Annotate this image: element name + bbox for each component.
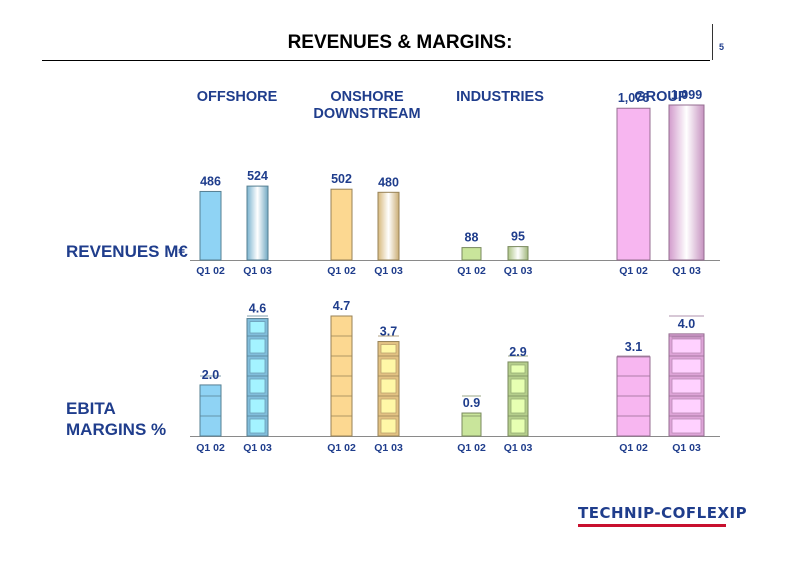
revenue-data-label-industries-q1-02: 88 xyxy=(465,231,479,245)
ebita-row-label-line1: EBITA xyxy=(66,399,116,418)
ebita-tick-label-industries-q1-02: Q1 02 xyxy=(457,442,486,454)
ebita-data-label-industries-q1-03: 2.9 xyxy=(509,345,526,359)
ebita-bar-segment xyxy=(510,398,526,414)
group-title-group: GROUP xyxy=(634,89,688,105)
ebita-bar-segment xyxy=(249,338,266,354)
ebita-tick-label-industries-q1-03: Q1 03 xyxy=(504,442,533,454)
ebita-data-label-group-q1-02: 3.1 xyxy=(625,340,642,354)
ebita-data-label-group-q1-03: 4.0 xyxy=(678,317,695,331)
ebita-data-label-offshore-q1-03: 4.6 xyxy=(249,302,266,316)
ebita-tick-label-group-q1-02: Q1 02 xyxy=(619,442,648,454)
ebita-bar-group-q1-02 xyxy=(616,356,651,437)
ebita-bar-segment xyxy=(671,378,702,394)
ebita-bar-segment xyxy=(380,398,397,414)
revenue-data-label-group-q1-02: 1,076 xyxy=(618,91,649,105)
group-title-onshore: ONSHORE DOWNSTREAM xyxy=(297,89,437,123)
page-number: 5 xyxy=(719,42,725,52)
revenue-data-label-onshore-downstream-q1-03: 480 xyxy=(378,175,399,189)
group-title-offshore: OFFSHORE xyxy=(196,89,278,105)
revenue-bar-industries-q1-02 xyxy=(461,247,482,261)
page-divider xyxy=(712,24,713,60)
revenue-bar-onshore-downstream-q1-03 xyxy=(377,191,400,261)
revenue-bar-group-q1-02 xyxy=(616,107,651,261)
ebita-tick-label-group-q1-03: Q1 03 xyxy=(672,442,701,454)
ebita-data-label-onshore-downstream-q1-02: 4.7 xyxy=(333,299,350,313)
logo-underline xyxy=(578,524,726,527)
ebita-row-label-line2: MARGINS % xyxy=(66,420,167,439)
ebita-bar-segment xyxy=(249,321,266,334)
revenue-data-label-offshore-q1-02: 486 xyxy=(200,174,221,188)
revenue-bar-offshore-q1-03 xyxy=(246,185,269,261)
revenue-tick-label-group-q1-02: Q1 02 xyxy=(619,265,648,277)
revenue-bar-offshore-q1-02 xyxy=(199,190,222,261)
ebita-bar-segment xyxy=(510,364,526,374)
ebita-tick-label-onshore-downstream-q1-02: Q1 02 xyxy=(327,442,356,454)
ebita-bar-segment xyxy=(249,398,266,414)
revenue-tick-label-industries-q1-02: Q1 02 xyxy=(457,265,486,277)
ebita-bar-segment xyxy=(249,418,266,434)
ebita-bar-segment xyxy=(671,418,702,434)
company-logo: TECHNIP-COFLEXIP xyxy=(578,504,748,522)
group-title-onshore-line2: DOWNSTREAM xyxy=(313,106,421,122)
revenue-bar-group-q1-03 xyxy=(668,104,705,261)
revenue-bar-onshore-downstream-q1-02 xyxy=(330,188,353,261)
slide-title: REVENUES & MARGINS: xyxy=(287,32,513,53)
ebita-bar-segment xyxy=(510,378,526,394)
revenues-row-label: REVENUES M€ xyxy=(66,242,188,261)
ebita-bar-segment xyxy=(249,358,266,374)
ebita-bar-segment xyxy=(671,338,702,354)
ebita-bar-segment xyxy=(380,344,397,354)
ebita-bar-industries-q1-02 xyxy=(461,412,482,437)
revenue-tick-label-onshore-downstream-q1-02: Q1 02 xyxy=(327,265,356,277)
ebita-tick-label-offshore-q1-03: Q1 03 xyxy=(243,442,272,454)
revenue-data-label-group-q1-03: 1,099 xyxy=(671,88,702,102)
ebita-baseline xyxy=(190,436,720,437)
ebita-bar-segment xyxy=(671,398,702,414)
ebita-data-label-onshore-downstream-q1-03: 3.7 xyxy=(380,325,397,339)
ebita-tick-label-offshore-q1-02: Q1 02 xyxy=(196,442,225,454)
ebita-bar-segment xyxy=(380,418,397,434)
ebita-row-label: EBITA MARGINS % xyxy=(66,398,166,440)
revenue-tick-label-group-q1-03: Q1 03 xyxy=(672,265,701,277)
revenue-tick-label-onshore-downstream-q1-03: Q1 03 xyxy=(374,265,403,277)
title-underline xyxy=(42,60,710,61)
ebita-data-label-offshore-q1-02: 2.0 xyxy=(202,368,219,382)
ebita-bar-segment xyxy=(380,378,397,394)
revenue-data-label-onshore-downstream-q1-02: 502 xyxy=(331,172,352,186)
revenue-bar-industries-q1-03 xyxy=(507,246,529,261)
ebita-bar-segment xyxy=(671,358,702,374)
ebita-bar-segment xyxy=(249,378,266,394)
ebita-bar-segment xyxy=(510,418,526,434)
revenue-tick-label-offshore-q1-02: Q1 02 xyxy=(196,265,225,277)
revenue-data-label-offshore-q1-03: 524 xyxy=(247,169,268,183)
ebita-tick-label-onshore-downstream-q1-03: Q1 03 xyxy=(374,442,403,454)
revenue-tick-label-offshore-q1-03: Q1 03 xyxy=(243,265,272,277)
ebita-bar-segment xyxy=(380,358,397,374)
ebita-data-label-industries-q1-02: 0.9 xyxy=(463,396,480,410)
ebita-bar-segment xyxy=(671,336,702,339)
group-title-industries: INDUSTRIES xyxy=(456,89,544,105)
revenue-tick-label-industries-q1-03: Q1 03 xyxy=(504,265,533,277)
ebita-bar-offshore-q1-02 xyxy=(199,384,222,437)
group-title-onshore-line1: ONSHORE xyxy=(330,89,404,105)
revenues-baseline xyxy=(190,260,720,261)
revenue-data-label-industries-q1-03: 95 xyxy=(511,230,525,244)
